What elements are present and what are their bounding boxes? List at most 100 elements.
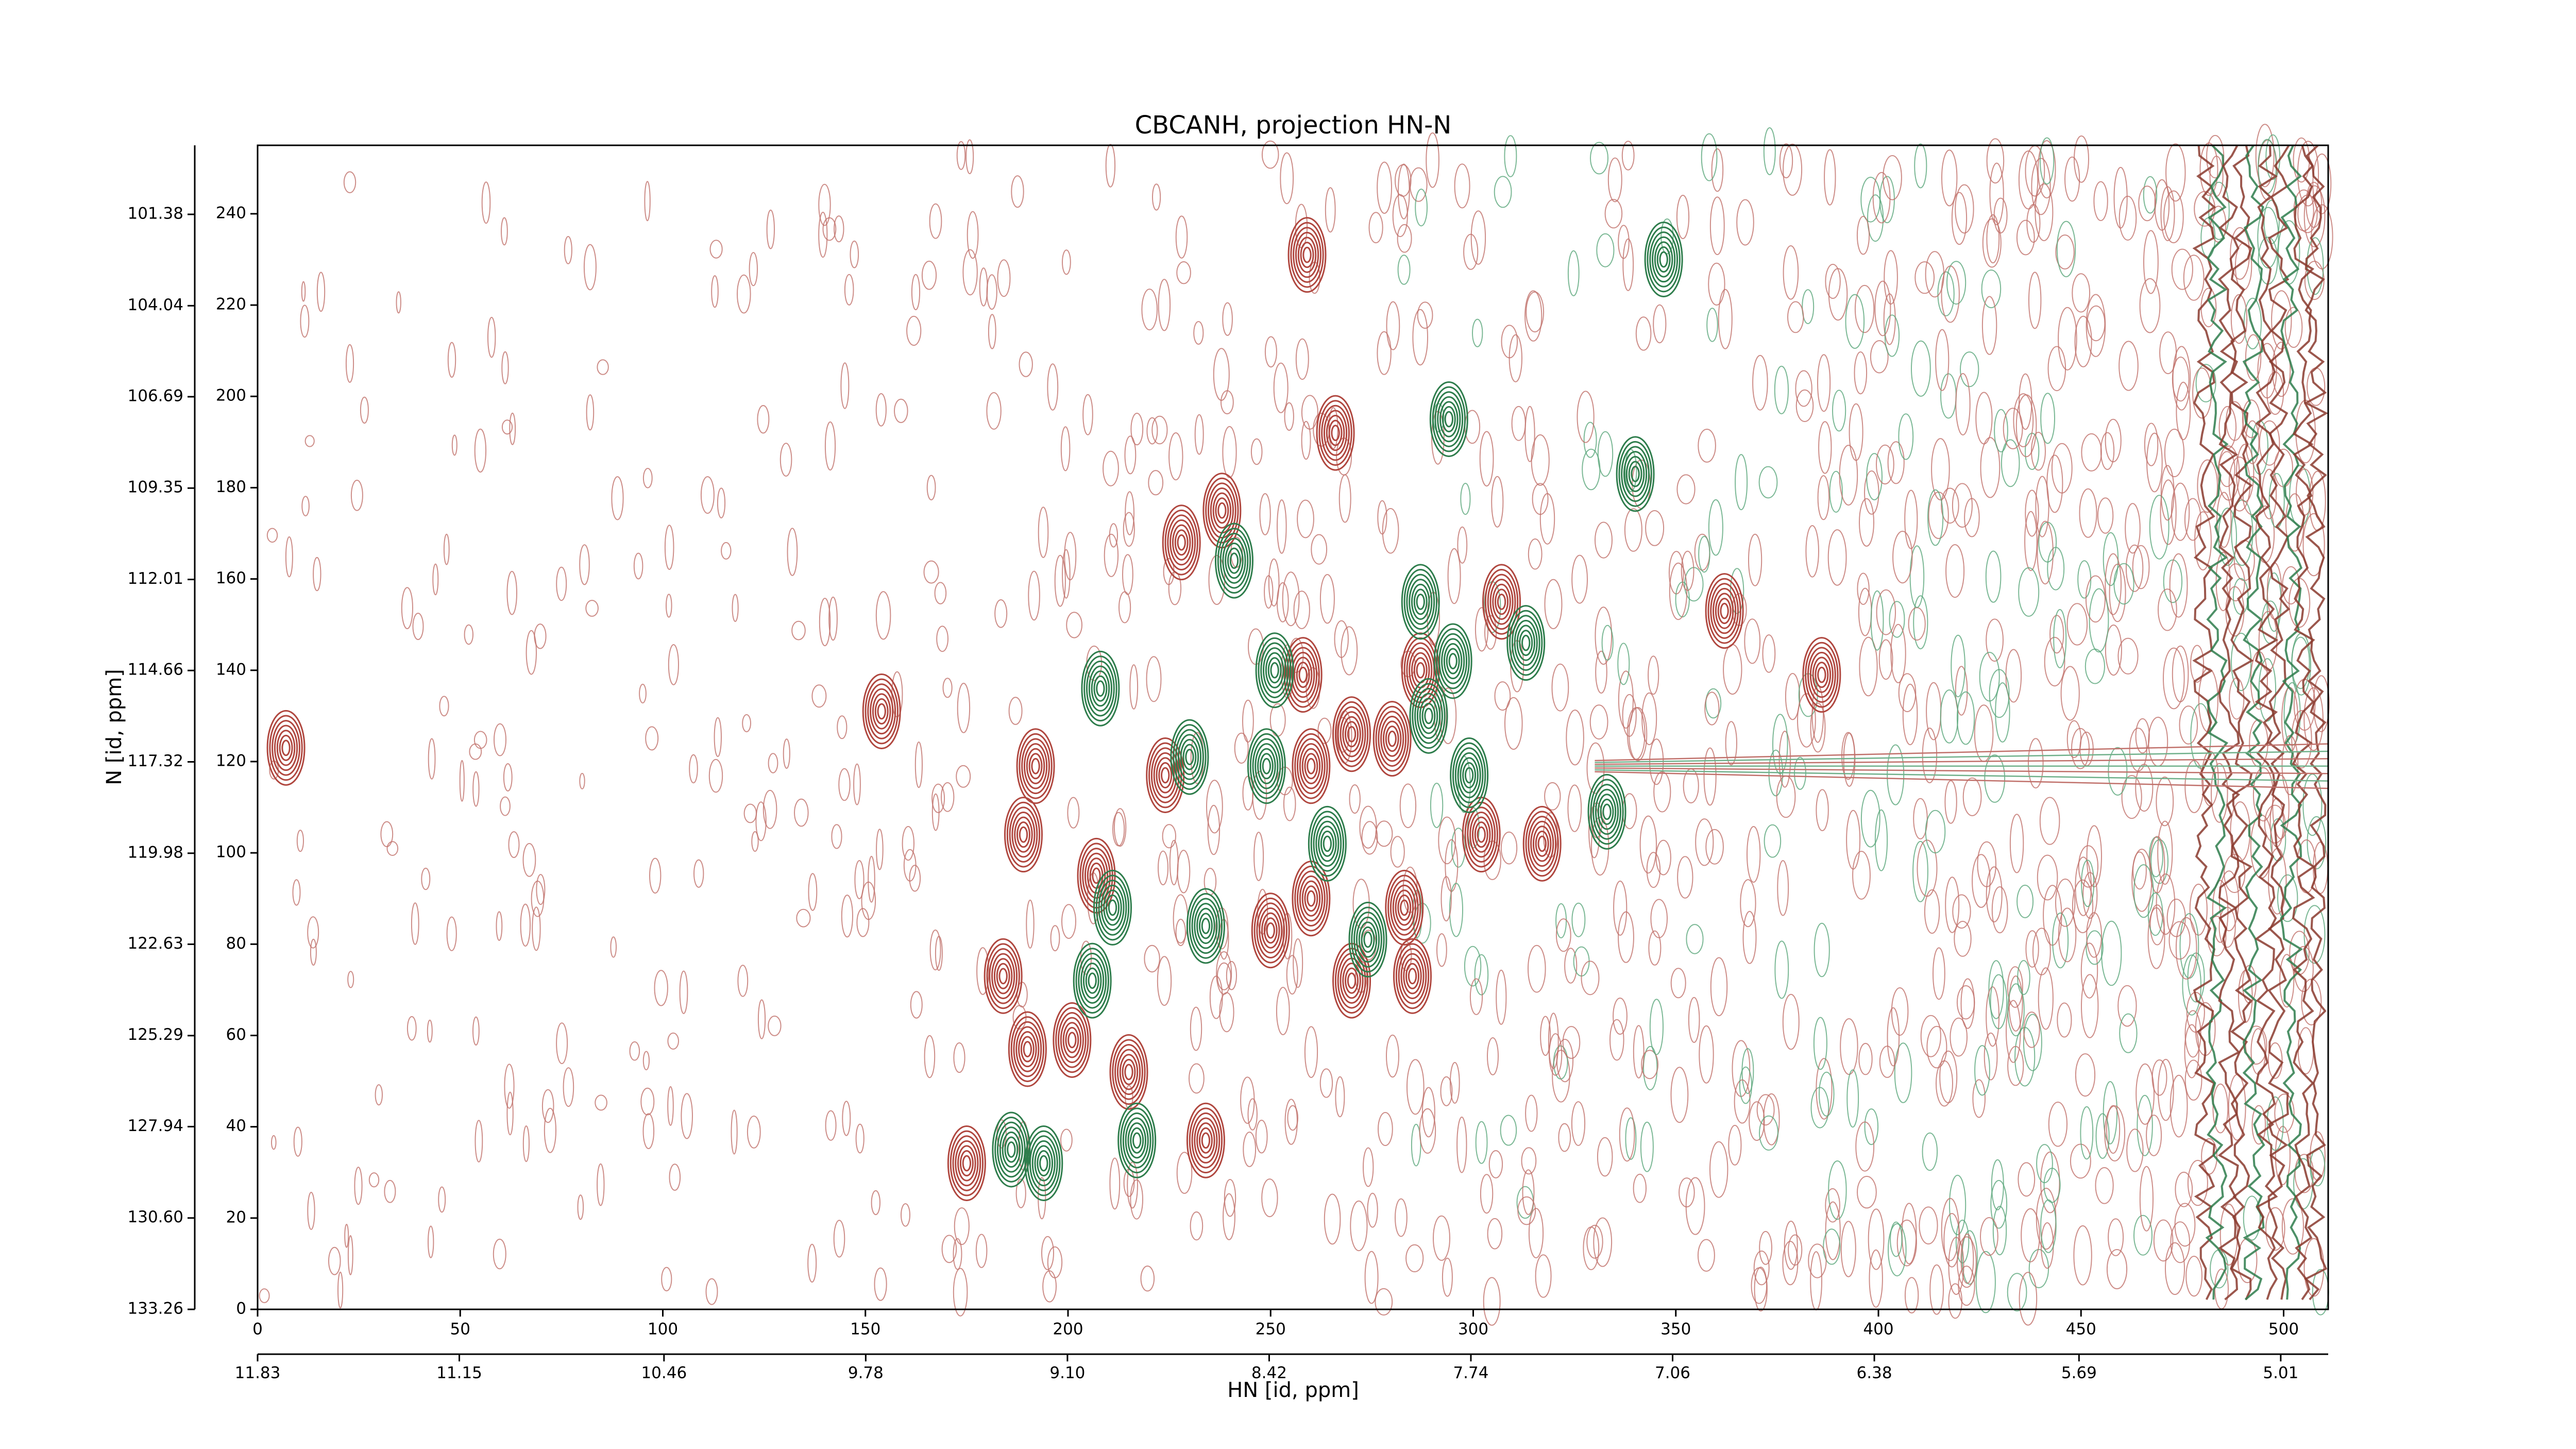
peak-contour [1103,889,1122,926]
noise-contour [1840,1018,1858,1075]
peak-contour [1437,396,1461,443]
peak-contour [1170,719,1209,795]
peak [1008,1011,1047,1087]
noise-contour [693,859,704,888]
peak-contour [1342,963,1361,999]
noise-contour [2201,1138,2218,1175]
noise-contour [307,1191,315,1230]
noise-contour [2160,186,2175,242]
peak-contour [1287,217,1327,293]
peak-contour [1450,737,1489,814]
peak-contour [1219,532,1249,589]
noise-contour [1832,390,1846,432]
y2-tick-label: 119.98 [128,843,183,862]
peak-contour [1358,921,1378,958]
noise-contour [1319,574,1335,624]
noise-contour [1148,470,1164,496]
noise-contour [2304,261,2325,300]
noise-contour [1264,336,1277,368]
noise-contour [1974,704,1994,762]
noise-contour [941,1235,957,1263]
peak-contour [1186,888,1225,964]
peak-contour [1454,747,1484,803]
noise-contour [1060,426,1071,471]
noise-contour [2064,156,2080,202]
peak-contour [1535,830,1549,857]
noise-contour [1582,448,1601,491]
noise-contour [639,683,647,704]
noise-contour [854,860,865,900]
noise-contour [1878,639,1893,680]
noise-contour [1782,1241,1799,1286]
peak-contour [1008,1011,1047,1087]
noise-contour [2089,588,2109,653]
noise-contour [1596,233,1615,267]
peak-contour [1086,660,1115,717]
noise-contour [1980,1217,1998,1256]
peak-contour [1085,967,1099,994]
noise-contour [965,139,974,175]
noise-contour [1950,1017,1968,1057]
noise-contour [2153,1219,2174,1262]
noise-contour [439,696,449,717]
noise-contour [1474,954,1489,996]
peak-contour [1191,1112,1221,1169]
noise-contour [1475,1121,1488,1164]
peak-contour [1080,957,1105,1004]
noise-contour [1827,529,1847,586]
peak-contour [1210,487,1234,534]
peak-contour [1347,972,1357,989]
peak-contour [1412,683,1446,749]
peak-contour [1522,805,1562,882]
noise-contour [1463,233,1479,270]
peak-contour [1595,788,1619,835]
peak-contour [1313,816,1342,872]
peak-contour [1127,1122,1146,1159]
peak-contour [1530,820,1554,867]
noise-contour [1571,902,1586,937]
noise-contour [1259,493,1271,535]
peak-contour [1262,757,1272,774]
peak-contour [1162,504,1201,581]
peak-contour [1307,890,1316,907]
noise-contour [997,259,1011,297]
noise-contour [2242,399,2261,439]
noise-contour [2019,373,2032,430]
peak-contour [1310,811,1345,877]
noise-contour [1920,1015,1941,1057]
noise-contour [2293,189,2314,231]
noise-contour [347,1235,353,1275]
peak-contour [1002,1131,1021,1168]
noise-contour [1955,373,1971,435]
y2-tick-label: 101.38 [128,204,183,223]
noise-contour [1555,903,1567,938]
noise-contour [1742,911,1757,964]
noise-contour [1571,554,1588,604]
peak-contour [1092,867,1101,884]
noise-contour [1169,839,1179,886]
noise-contour [1749,1101,1765,1141]
noise-contour [633,552,643,580]
noise-contour [1395,1198,1408,1237]
peak-contour [1222,537,1246,584]
noise-contour [2163,190,2184,244]
peak-contour [1471,816,1491,853]
peak-contour [1416,662,1425,679]
noise-contour [534,624,547,649]
noise-contour [1577,391,1595,443]
noise-contour [2245,334,2262,381]
noise-contour [438,1186,446,1213]
noise-contour [1819,1071,1835,1117]
noise-contour [1449,883,1463,937]
noise-contour [532,906,541,951]
peak-contour [1031,757,1040,774]
peak-contour [1434,391,1464,447]
noise-contour [1522,1169,1535,1215]
peak-contour [1296,870,1326,927]
noise-contour [1558,1123,1571,1152]
noise-contour [501,419,513,435]
noise-contour [2005,649,2022,703]
noise-contour [1852,851,1871,900]
noise-contour [1986,138,2005,184]
peak-contour [1167,514,1196,571]
